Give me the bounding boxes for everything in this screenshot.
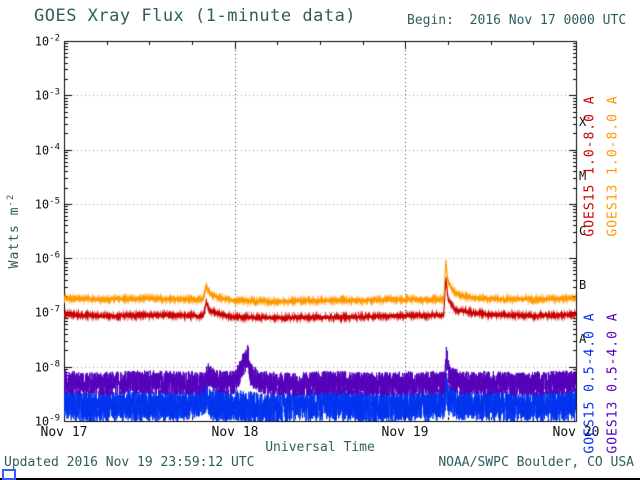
legend-goes15-long: GOES15 1.0-8.0 A: [582, 95, 598, 237]
flare-class-letter-m: M: [579, 169, 587, 183]
x-tick-nov18: Nov 18: [211, 425, 259, 440]
flare-class-letter-c: C: [579, 224, 587, 238]
bottom-divider: [0, 478, 640, 480]
flare-class-letter-a: A: [579, 332, 587, 346]
begin-time-label: Begin: 2016 Nov 17 0000 UTC: [407, 13, 627, 28]
y-tick-label: 10-7: [34, 304, 60, 320]
flare-class-letter-b: B: [579, 278, 587, 292]
y-tick-label: 10-8: [34, 359, 60, 375]
chart-title: GOES Xray Flux (1-minute data): [34, 6, 357, 26]
y-tick-label: 10-2: [34, 33, 60, 49]
bottom-left-artifact: [2, 469, 16, 480]
flare-class-letter-x: X: [579, 115, 587, 129]
y-tick-label: 10-9: [34, 413, 60, 429]
legend-goes15-short: GOES15 0.5-4.0 A: [582, 312, 598, 454]
y-tick-label: 10-6: [34, 250, 60, 266]
noaa-credit: NOAA/SWPC Boulder, CO USA: [438, 455, 634, 470]
x-tick-nov20: Nov 20: [552, 425, 600, 440]
legend-goes13-short: GOES13 0.5-4.0 A: [605, 312, 621, 454]
updated-timestamp: Updated 2016 Nov 19 23:59:12 UTC: [4, 455, 255, 470]
y-tick-label: 10-5: [34, 196, 60, 212]
y-tick-label: 10-4: [34, 142, 60, 158]
x-axis-label: Universal Time: [265, 440, 375, 455]
y-axis-label: Watts m-2: [5, 193, 23, 269]
y-tick-label: 10-3: [34, 87, 60, 103]
x-tick-nov19: Nov 19: [381, 425, 429, 440]
legend-goes13-long: GOES13 1.0-8.0 A: [605, 95, 621, 237]
x-tick-nov17: Nov 17: [40, 425, 88, 440]
